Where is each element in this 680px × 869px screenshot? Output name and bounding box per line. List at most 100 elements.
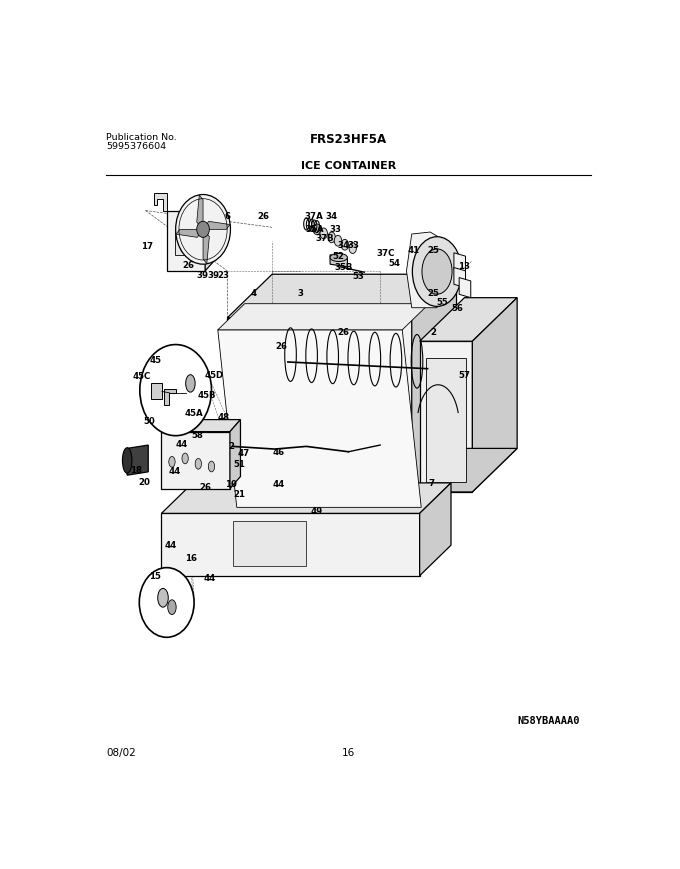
Text: 13: 13	[458, 262, 471, 271]
Polygon shape	[161, 483, 451, 514]
Text: 52: 52	[332, 252, 344, 261]
Ellipse shape	[349, 243, 356, 254]
Circle shape	[197, 222, 209, 238]
Text: 55: 55	[436, 297, 447, 306]
Text: 56: 56	[451, 303, 463, 312]
Text: 45: 45	[149, 355, 161, 364]
Text: 16: 16	[342, 747, 355, 758]
Polygon shape	[227, 275, 456, 318]
Text: 21: 21	[233, 489, 245, 498]
Text: 35A: 35A	[305, 225, 324, 234]
Text: 34: 34	[326, 212, 338, 222]
Text: 2: 2	[228, 441, 234, 451]
Polygon shape	[227, 318, 412, 514]
Polygon shape	[420, 298, 517, 342]
Ellipse shape	[208, 461, 215, 472]
Ellipse shape	[412, 237, 462, 307]
Text: 49: 49	[311, 506, 323, 515]
Text: 08/02: 08/02	[106, 747, 136, 758]
Text: 17: 17	[141, 242, 153, 250]
Ellipse shape	[182, 454, 188, 464]
Text: 35B: 35B	[334, 263, 352, 272]
Text: 45A: 45A	[185, 409, 203, 418]
Polygon shape	[233, 521, 307, 566]
Polygon shape	[161, 514, 420, 576]
Ellipse shape	[422, 249, 452, 295]
Text: 3: 3	[297, 289, 303, 297]
Text: 51: 51	[233, 460, 245, 468]
Text: 23: 23	[217, 271, 229, 280]
Text: 45B: 45B	[198, 390, 216, 399]
Polygon shape	[330, 255, 347, 268]
Ellipse shape	[330, 254, 347, 262]
Ellipse shape	[328, 233, 335, 243]
Polygon shape	[412, 275, 456, 514]
Polygon shape	[407, 233, 437, 308]
Text: 57: 57	[458, 371, 471, 380]
Polygon shape	[161, 420, 241, 432]
Text: FRS23HF5A: FRS23HF5A	[310, 132, 387, 145]
Ellipse shape	[341, 240, 348, 251]
Polygon shape	[454, 254, 466, 274]
Polygon shape	[230, 420, 241, 489]
Text: 44: 44	[175, 439, 188, 448]
Text: 39: 39	[207, 271, 219, 280]
Polygon shape	[205, 202, 214, 271]
Text: 7: 7	[428, 479, 435, 488]
Text: 33: 33	[330, 225, 342, 234]
Text: 58: 58	[191, 430, 203, 440]
Text: 37A: 37A	[305, 212, 324, 222]
Ellipse shape	[313, 225, 320, 235]
Text: ICE CONTAINER: ICE CONTAINER	[301, 161, 396, 171]
Text: 46: 46	[273, 448, 284, 457]
Text: 44: 44	[169, 467, 181, 475]
Text: 26: 26	[182, 261, 194, 269]
Ellipse shape	[168, 600, 176, 615]
Text: 53: 53	[352, 272, 364, 281]
Circle shape	[140, 345, 211, 436]
Polygon shape	[161, 432, 230, 489]
Polygon shape	[426, 359, 466, 482]
Polygon shape	[152, 383, 162, 400]
Text: 41: 41	[407, 246, 420, 255]
Polygon shape	[203, 230, 209, 264]
Text: 6: 6	[224, 212, 231, 222]
Ellipse shape	[195, 459, 201, 469]
Polygon shape	[420, 449, 517, 493]
Text: 44: 44	[165, 540, 177, 549]
Text: 18: 18	[130, 465, 142, 474]
Ellipse shape	[122, 448, 132, 474]
Text: 20: 20	[138, 477, 150, 486]
Text: 39: 39	[196, 271, 208, 280]
Text: 45C: 45C	[133, 371, 151, 381]
Text: 15: 15	[149, 571, 161, 580]
Polygon shape	[420, 342, 473, 493]
Text: 34: 34	[337, 241, 350, 250]
Polygon shape	[164, 389, 175, 405]
Circle shape	[175, 196, 231, 265]
Text: 5995376604: 5995376604	[106, 142, 166, 150]
Text: 44: 44	[204, 573, 216, 582]
Text: 26: 26	[257, 212, 269, 222]
Text: N58YBAAAA0: N58YBAAAA0	[517, 715, 580, 726]
Text: 25: 25	[427, 246, 439, 255]
Text: 25: 25	[427, 289, 439, 297]
Text: 2: 2	[431, 328, 437, 337]
Text: 26: 26	[200, 482, 211, 492]
Text: 45D: 45D	[205, 370, 224, 379]
Circle shape	[139, 568, 194, 638]
Polygon shape	[218, 304, 429, 330]
Text: 33: 33	[347, 241, 360, 250]
Text: 26: 26	[337, 328, 350, 336]
Text: 47: 47	[238, 448, 250, 457]
Polygon shape	[167, 211, 205, 271]
Polygon shape	[473, 298, 517, 493]
Text: 4: 4	[250, 289, 257, 297]
Ellipse shape	[320, 229, 328, 240]
Ellipse shape	[186, 375, 195, 393]
Text: 37C: 37C	[376, 249, 394, 257]
Text: 50: 50	[143, 416, 154, 425]
Polygon shape	[218, 330, 421, 507]
Text: 54: 54	[388, 258, 401, 268]
Polygon shape	[175, 233, 199, 256]
